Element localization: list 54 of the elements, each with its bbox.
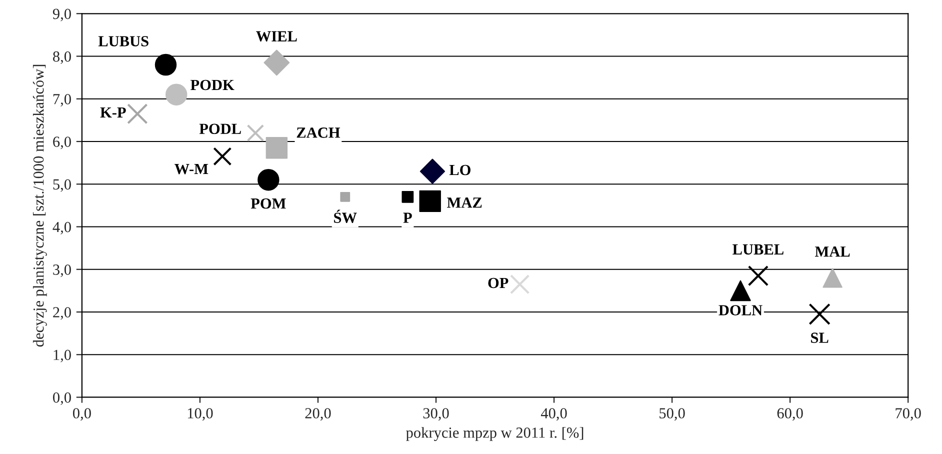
point xyxy=(822,268,842,288)
series-label: DOLN xyxy=(718,305,762,316)
series-label: PODK xyxy=(190,80,234,90)
series-label: P xyxy=(403,212,412,223)
x-tick-label: 70,0 xyxy=(896,408,921,421)
series-label: K-P xyxy=(100,107,126,118)
point xyxy=(264,50,290,76)
x-tick-label: 0,0 xyxy=(72,408,91,421)
y-tick-label: 0,0 xyxy=(53,392,71,405)
y-tick-label: 8,0 xyxy=(53,51,71,64)
x-tick-label: 60,0 xyxy=(777,408,803,421)
point xyxy=(154,54,177,76)
y-axis-title: decyzje planistyczne [szt./1000 mieszkańców] xyxy=(32,64,47,347)
point xyxy=(246,124,264,142)
point xyxy=(166,84,188,106)
point xyxy=(748,265,769,286)
y-tick-label: 7,0 xyxy=(53,94,71,107)
series-label: PODL xyxy=(199,124,241,134)
series-label: ŚW xyxy=(334,210,357,224)
point xyxy=(730,280,751,302)
point xyxy=(258,169,280,191)
series-label: SL xyxy=(811,332,828,343)
series-label: MAL xyxy=(814,246,850,257)
y-tick-label: 9,0 xyxy=(52,8,71,22)
x-tick-label: 40,0 xyxy=(540,408,567,421)
point xyxy=(419,190,441,212)
point xyxy=(402,190,414,203)
point xyxy=(266,137,288,159)
x-tick-label: 50,0 xyxy=(660,408,685,421)
y-tick-label: 3,0 xyxy=(53,264,71,278)
point xyxy=(127,103,148,124)
series-label: ZACH xyxy=(296,128,340,138)
series-label: WIEL xyxy=(256,31,297,42)
y-tick-label: 6,0 xyxy=(53,136,71,150)
series-label: POM xyxy=(250,198,286,209)
x-axis-title: pokrycie mpzp w 2011 r. [%] xyxy=(406,427,584,441)
point xyxy=(510,274,530,294)
series-label: LO xyxy=(449,164,470,176)
series-label: OP xyxy=(488,278,508,288)
x-tick-label: 30,0 xyxy=(423,408,449,421)
x-tick-label: 20,0 xyxy=(305,408,331,421)
series-label: LUBEL xyxy=(732,244,784,255)
y-tick-label: 5,0 xyxy=(53,179,71,192)
point xyxy=(808,303,830,325)
point xyxy=(340,192,350,202)
y-tick-label: 4,0 xyxy=(52,222,71,234)
series-label: LUBUS xyxy=(98,36,148,46)
x-tick-label: 10,0 xyxy=(188,408,213,421)
y-tick-label: 1,0 xyxy=(54,350,71,362)
series-label: MAZ xyxy=(447,198,482,208)
y-tick-label: 2,0 xyxy=(53,307,71,320)
point xyxy=(420,158,446,184)
point xyxy=(213,147,232,166)
series-label: W-M xyxy=(174,164,208,174)
